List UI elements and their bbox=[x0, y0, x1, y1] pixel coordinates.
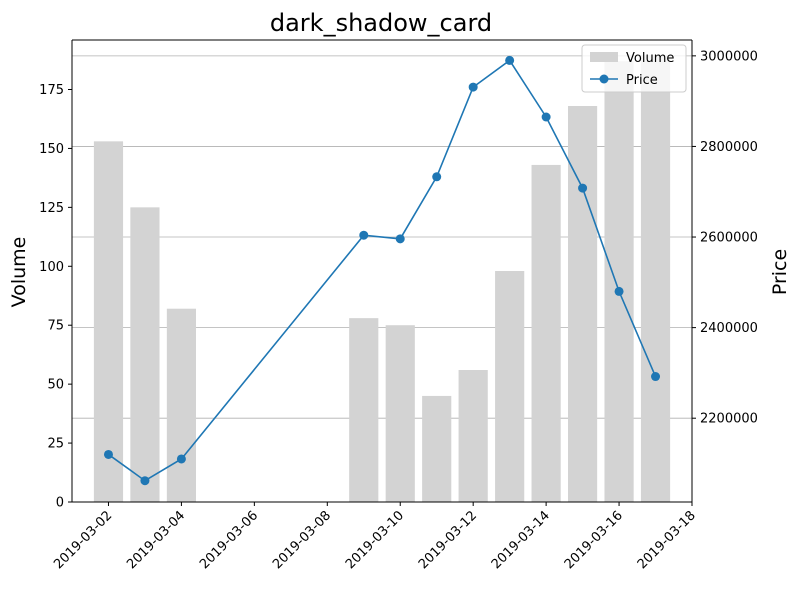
y-left-tick-label: 25 bbox=[47, 437, 64, 452]
volume-bars bbox=[93, 56, 671, 502]
volume-bar bbox=[166, 308, 196, 502]
price-point bbox=[176, 454, 186, 464]
price-point bbox=[432, 172, 442, 182]
chart-title: dark_shadow_card bbox=[270, 9, 492, 37]
x-tick-label: 2019-03-04 bbox=[124, 508, 188, 572]
y-left-tick-label: 0 bbox=[56, 496, 64, 511]
volume-bar bbox=[349, 318, 379, 502]
y-left-tick-label: 50 bbox=[47, 378, 64, 393]
y-left-tick-label: 75 bbox=[47, 319, 64, 334]
legend-label-price: Price bbox=[626, 73, 658, 88]
price-point bbox=[395, 234, 405, 244]
y-left-tick-label: 175 bbox=[39, 83, 64, 98]
y-right-tick-label: 2800000 bbox=[700, 140, 758, 155]
x-tick-label: 2019-03-14 bbox=[489, 508, 553, 572]
x-tick-label: 2019-03-16 bbox=[562, 508, 626, 572]
y-right-tick-label: 2600000 bbox=[700, 231, 758, 246]
price-point bbox=[468, 82, 478, 92]
price-line bbox=[103, 55, 661, 486]
volume-bar bbox=[130, 207, 160, 502]
y-left-tick-label: 100 bbox=[39, 260, 64, 275]
x-tick-label: 2019-03-10 bbox=[343, 508, 407, 572]
price-point bbox=[505, 55, 515, 65]
volume-bar bbox=[568, 106, 598, 502]
price-point bbox=[541, 112, 551, 122]
price-point bbox=[651, 372, 661, 382]
price-point bbox=[359, 230, 369, 240]
x-tick-label: 2019-03-12 bbox=[416, 508, 480, 572]
price-series-line bbox=[108, 59, 657, 482]
legend-marker-price bbox=[599, 74, 609, 84]
y-axis-label-left: Volume bbox=[8, 237, 30, 308]
y-right-tick-label: 2400000 bbox=[700, 321, 758, 336]
x-tick-label: 2019-03-06 bbox=[197, 508, 261, 572]
x-tick-label: 2019-03-18 bbox=[635, 508, 699, 572]
y-right-tick-label: 2200000 bbox=[700, 412, 758, 427]
price-point bbox=[140, 476, 150, 486]
volume-bar bbox=[93, 141, 124, 502]
volume-bar bbox=[640, 56, 671, 502]
volume-bar bbox=[531, 164, 561, 502]
y-right-tick-label: 3000000 bbox=[700, 49, 758, 64]
legend-label-volume: Volume bbox=[626, 51, 674, 66]
volume-bar bbox=[458, 370, 488, 502]
price-point bbox=[103, 449, 113, 459]
price-point bbox=[578, 183, 588, 193]
legend-swatch-volume bbox=[590, 52, 618, 62]
volume-bar bbox=[422, 395, 452, 502]
x-tick-label: 2019-03-02 bbox=[51, 508, 115, 572]
volume-bar bbox=[495, 271, 525, 502]
x-tick-label: 2019-03-08 bbox=[270, 508, 334, 572]
legend: Volume Price bbox=[581, 44, 687, 93]
y-axis-label-right: Price bbox=[769, 249, 791, 295]
y-left-tick-label: 150 bbox=[39, 142, 64, 157]
price-point bbox=[614, 286, 624, 296]
volume-bar bbox=[385, 325, 415, 502]
y-left-tick-label: 125 bbox=[39, 201, 64, 216]
volume-bar bbox=[604, 61, 634, 502]
